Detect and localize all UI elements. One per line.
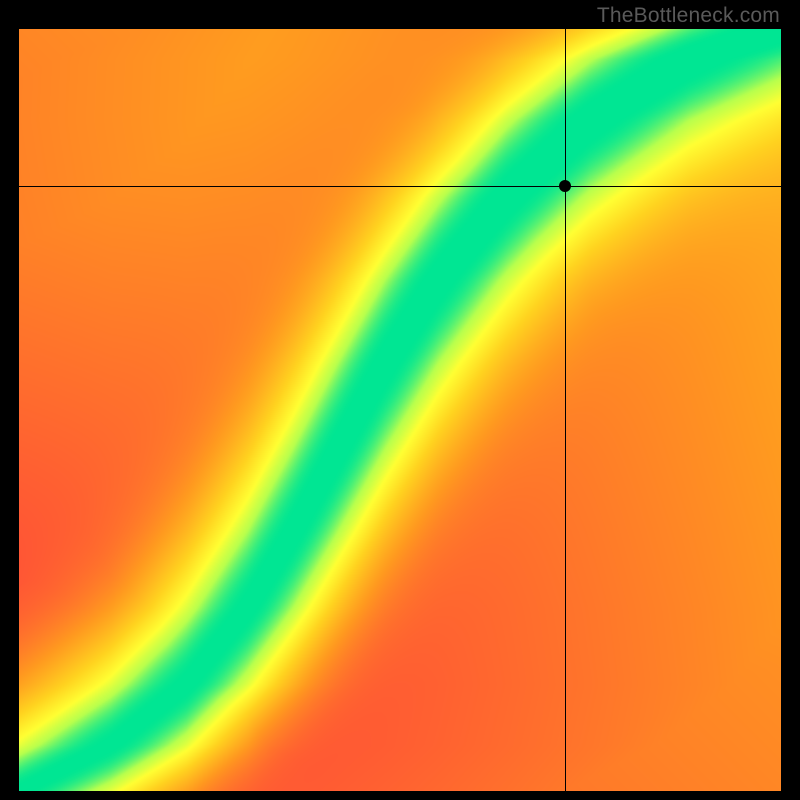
chart-container: TheBottleneck.com xyxy=(0,0,800,800)
heatmap-plot-area xyxy=(19,29,781,791)
crosshair-marker xyxy=(559,180,571,192)
watermark-text: TheBottleneck.com xyxy=(597,4,780,28)
crosshair-vertical xyxy=(565,29,566,791)
crosshair-horizontal xyxy=(19,186,781,187)
heatmap-canvas xyxy=(19,29,781,791)
